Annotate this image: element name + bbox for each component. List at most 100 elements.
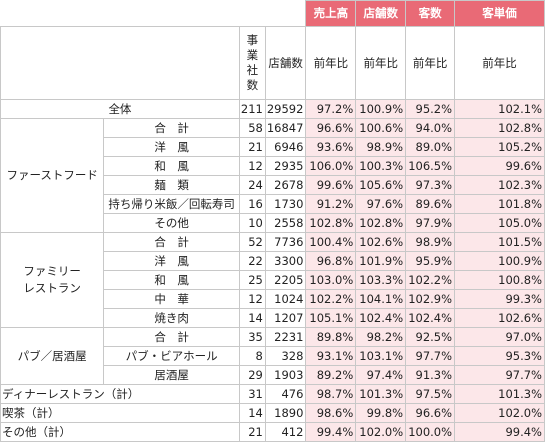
- row-customers: 91.3%: [405, 365, 456, 385]
- header-stores: 店舗数: [355, 0, 407, 27]
- row-stores: 2205: [264, 270, 307, 290]
- table-row: 喫茶（計） 14 1890 98.6% 99.8% 96.6% 102.0%: [0, 403, 545, 423]
- row-stores: 1207: [264, 308, 307, 328]
- row-customers: 95.9%: [405, 251, 456, 271]
- row-store-yoy: 100.6%: [355, 118, 407, 138]
- table-row: ディナーレストラン（計） 31 476 98.7% 101.3% 97.5% 1…: [0, 384, 545, 404]
- row-companies: 31: [238, 384, 266, 404]
- row-companies: 8: [238, 346, 266, 366]
- row-store-yoy: 102.6%: [355, 232, 407, 252]
- header-row: 売上高 店舗数 客数 客単価: [0, 0, 545, 27]
- row-stores: 1730: [264, 194, 307, 214]
- row-unit-price: 97.0%: [454, 327, 545, 347]
- row-stores: 2678: [264, 175, 307, 195]
- table-row: 和 風 25 2205 103.0% 103.3% 102.2% 100.8%: [1, 270, 545, 290]
- subheader-companies: 事 業 社 数: [238, 26, 266, 100]
- row-unit-price: 97.7%: [454, 365, 545, 385]
- row-companies: 12: [238, 156, 266, 176]
- row-label: 持ち帰り米飯／回転寿司: [103, 194, 240, 214]
- header-sales: 売上高: [305, 0, 357, 27]
- row-label: その他: [103, 213, 240, 233]
- row-label: 中 華: [103, 289, 240, 309]
- row-label: 洋 風: [103, 137, 240, 157]
- row-companies: 25: [238, 270, 266, 290]
- companies-char: 事: [246, 33, 259, 47]
- companies-char: 数: [246, 78, 259, 92]
- row-unit-price: 105.2%: [454, 137, 545, 157]
- row-stores: 1890: [264, 403, 307, 423]
- row-companies: 21: [238, 422, 266, 442]
- table-row: 麺 類 24 2678 99.6% 105.6% 97.3% 102.3%: [1, 175, 545, 195]
- companies-char: 社: [246, 63, 259, 77]
- row-stores: 1903: [264, 365, 307, 385]
- row-label: 合 計: [103, 232, 240, 252]
- table-row: パブ／居酒屋 合 計 35 2231 89.8% 98.2% 92.5% 97.…: [0, 327, 545, 385]
- row-stores: 2231: [264, 327, 307, 347]
- row-unit-price: 99.6%: [454, 156, 545, 176]
- row-customers: 89.0%: [405, 137, 456, 157]
- row-store-yoy: 98.9%: [355, 137, 407, 157]
- row-store-yoy: 99.8%: [355, 403, 407, 423]
- row-store-yoy: 103.1%: [355, 346, 407, 366]
- row-sales: 102.8%: [305, 213, 357, 233]
- header-unit-price: 客単価: [454, 0, 545, 27]
- subheader-store-count: 店舗数: [264, 26, 307, 100]
- row-unit-price: 100.9%: [454, 251, 545, 271]
- row-label: 和 風: [103, 270, 240, 290]
- row-label: その他（計）: [0, 422, 240, 442]
- row-customers: 98.9%: [405, 232, 456, 252]
- row-customers: 102.9%: [405, 289, 456, 309]
- subheader-yoy-customers: 前年比: [405, 26, 456, 100]
- row-unit-price: 99.4%: [454, 422, 545, 442]
- row-store-yoy: 104.1%: [355, 289, 407, 309]
- row-companies: 16: [238, 194, 266, 214]
- row-stores: 2558: [264, 213, 307, 233]
- row-stores: 7736: [264, 232, 307, 252]
- row-sales: 93.6%: [305, 137, 357, 157]
- row-companies: 58: [238, 118, 266, 138]
- total-sales: 97.2%: [305, 99, 357, 119]
- row-store-yoy: 98.2%: [355, 327, 407, 347]
- row-sales: 96.8%: [305, 251, 357, 271]
- row-unit-price: 105.0%: [454, 213, 545, 233]
- row-companies: 21: [238, 137, 266, 157]
- row-companies: 24: [238, 175, 266, 195]
- row-label: 焼き肉: [103, 308, 240, 328]
- row-sales: 105.1%: [305, 308, 357, 328]
- row-unit-price: 102.3%: [454, 175, 545, 195]
- header-blank: [0, 0, 307, 27]
- row-customers: 97.7%: [405, 346, 456, 366]
- companies-char: 業: [246, 48, 259, 62]
- row-store-yoy: 101.9%: [355, 251, 407, 271]
- row-sales: 89.2%: [305, 365, 357, 385]
- table-row: 居酒屋 29 1903 89.2% 97.4% 91.3% 97.7%: [1, 365, 545, 385]
- row-store-yoy: 97.4%: [355, 365, 407, 385]
- table-row: その他（計） 21 412 99.4% 102.0% 100.0% 99.4%: [0, 422, 545, 442]
- row-sales: 102.2%: [305, 289, 357, 309]
- row-sales: 91.2%: [305, 194, 357, 214]
- row-sales: 99.6%: [305, 175, 357, 195]
- table-row: 中 華 12 1024 102.2% 104.1% 102.9% 99.3%: [1, 289, 545, 309]
- total-label: 全体: [0, 99, 240, 119]
- row-sales: 99.4%: [305, 422, 357, 442]
- row-sales: 100.4%: [305, 232, 357, 252]
- row-unit-price: 99.3%: [454, 289, 545, 309]
- total-stores: 29592: [264, 99, 307, 119]
- category-fast-food: ファーストフード: [0, 118, 105, 233]
- row-label: パブ・ビアホール: [103, 346, 240, 366]
- subheader-yoy-unit-price: 前年比: [454, 26, 545, 100]
- row-unit-price: 100.8%: [454, 270, 545, 290]
- row-unit-price: 102.6%: [454, 308, 545, 328]
- subheader-yoy-stores: 前年比: [355, 26, 407, 100]
- row-label: ディナーレストラン（計）: [0, 384, 240, 404]
- row-companies: 14: [238, 403, 266, 423]
- row-customers: 100.0%: [405, 422, 456, 442]
- row-companies: 12: [238, 289, 266, 309]
- row-customers: 102.2%: [405, 270, 456, 290]
- table-row: その他 10 2558 102.8% 102.8% 97.9% 105.0%: [1, 213, 545, 233]
- row-companies: 52: [238, 232, 266, 252]
- row-label: 和 風: [103, 156, 240, 176]
- row-customers: 97.3%: [405, 175, 456, 195]
- total-unit-price: 102.1%: [454, 99, 545, 119]
